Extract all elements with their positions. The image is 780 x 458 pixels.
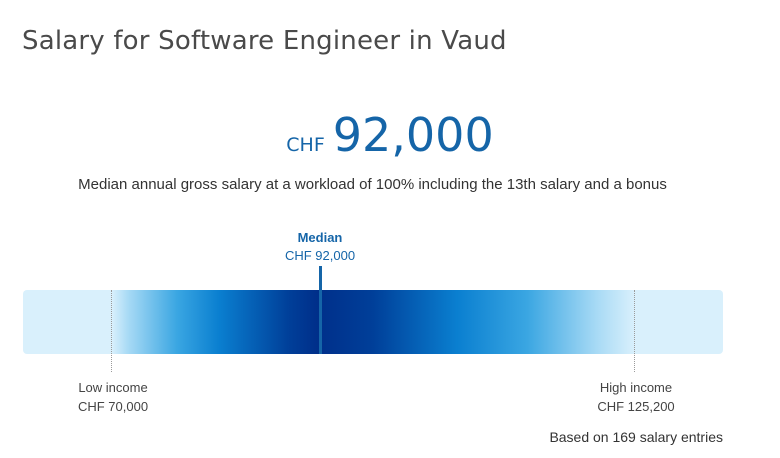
median-summary: CHF 92,000 xyxy=(0,112,780,158)
high-income-amount: CHF 125,200 xyxy=(597,399,675,414)
salary-entries-note: Based on 169 salary entries xyxy=(549,429,723,445)
median-marker-label: Median xyxy=(297,230,343,245)
median-value-line: CHF 92,000 xyxy=(0,112,780,158)
low-income-label: Low income xyxy=(78,380,148,395)
median-value: 92,000 xyxy=(332,108,494,162)
median-marker-line xyxy=(319,266,322,354)
high-income-tick xyxy=(634,290,635,372)
page-title: Salary for Software Engineer in Vaud xyxy=(22,26,507,56)
median-marker-amount: CHF 92,000 xyxy=(284,248,356,263)
median-currency: CHF xyxy=(286,134,325,156)
median-description: Median annual gross salary at a workload… xyxy=(78,176,667,193)
low-income-tick xyxy=(111,290,112,372)
high-income-label: High income xyxy=(599,380,673,395)
low-income-amount: CHF 70,000 xyxy=(77,399,149,414)
salary-distribution-bar xyxy=(23,290,723,354)
